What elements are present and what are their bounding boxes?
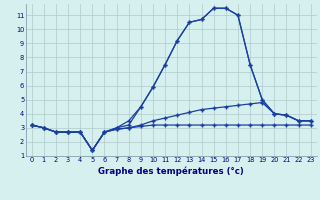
X-axis label: Graphe des températures (°c): Graphe des températures (°c) <box>98 166 244 176</box>
